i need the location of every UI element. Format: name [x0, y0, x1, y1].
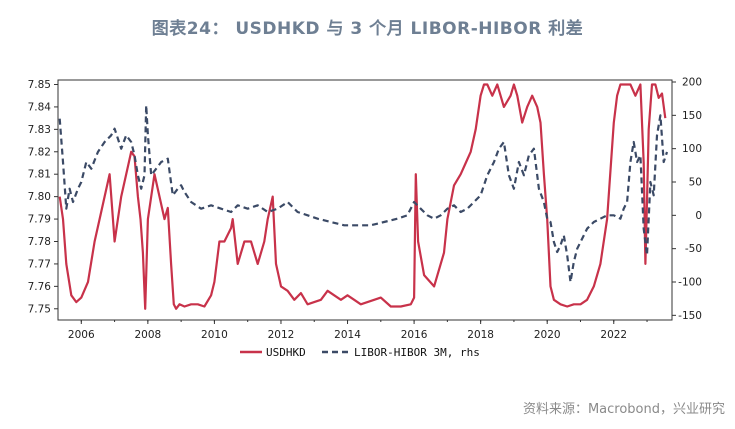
x-tick-label: 2014 [334, 329, 361, 341]
plot-area [58, 83, 669, 310]
left-tick-label: 7.81 [28, 169, 51, 181]
x-tick-label: 2006 [68, 329, 95, 341]
right-tick-label: 150 [682, 110, 702, 122]
left-tick-label: 7.84 [28, 101, 52, 113]
x-tick-label: 2020 [534, 329, 561, 341]
chart-title: 图表24： USDHKD 与 3 个月 LIBOR-HIBOR 利差 [151, 19, 584, 39]
x-tick-label: 2010 [201, 329, 228, 341]
source-note: 资料来源：Macrobond，兴业研究 [522, 402, 725, 417]
legend-label-spread: LIBOR-HIBOR 3M, rhs [354, 346, 480, 359]
x-tick-label: 2016 [401, 329, 428, 341]
chart-legend: USDHKD LIBOR-HIBOR 3M, rhs [240, 346, 480, 359]
left-tick-label: 7.76 [28, 281, 52, 293]
left-tick-label: 7.85 [28, 79, 51, 91]
left-tick-label: 7.82 [28, 146, 51, 158]
left-tick-label: 7.83 [28, 124, 51, 136]
right-tick-label: 100 [682, 143, 702, 155]
right-tick-label: -100 [678, 277, 702, 289]
plot-frame [57, 79, 673, 321]
chart-axes: 7.75 7.76 7.77 7.78 7.79 7.80 7.81 7.82 7.83 7.84… [28, 77, 702, 342]
left-tick-label: 7.79 [28, 214, 51, 226]
right-tick-label: -150 [678, 310, 702, 322]
left-tick-label: 7.80 [28, 191, 51, 203]
left-tick-label: 7.78 [28, 236, 51, 248]
left-tick-label: 7.77 [28, 258, 51, 270]
right-tick-label: 50 [689, 177, 702, 189]
left-tick-label: 7.75 [28, 303, 51, 315]
right-tick-label: 0 [695, 210, 702, 222]
legend-label-usdhkd: USDHKD [266, 346, 306, 359]
x-tick-label: 2018 [467, 329, 494, 341]
x-tick-label: 2008 [134, 329, 161, 341]
x-tick-label: 2012 [268, 329, 295, 341]
x-tick-label: 2022 [600, 329, 627, 341]
libor-hibor-spread-line [58, 104, 669, 284]
usdhkd-line [58, 83, 667, 310]
right-tick-label: -50 [685, 243, 702, 255]
right-tick-label: 200 [682, 77, 702, 89]
